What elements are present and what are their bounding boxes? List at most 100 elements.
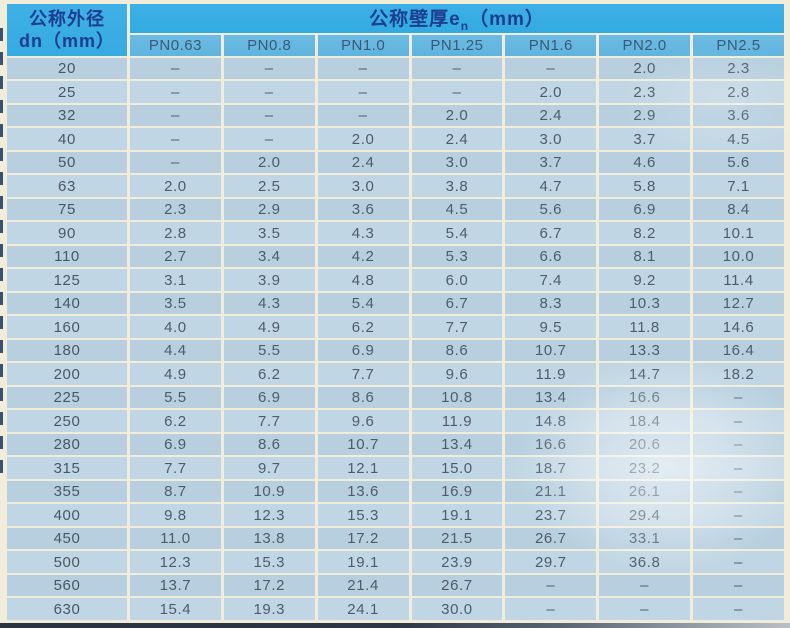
- dn-cell: 500: [7, 551, 127, 573]
- thickness-value-cell: 30.0: [411, 598, 503, 620]
- thickness-value-cell: 14.8: [505, 410, 597, 432]
- header-nominal-outer-diameter: 公称外径 dn（mm）: [7, 4, 127, 56]
- thickness-value-cell: 5.6: [693, 151, 784, 174]
- thickness-value-cell: 9.2: [599, 269, 691, 291]
- dn-cell: 110: [7, 245, 127, 268]
- thickness-value-cell: –: [317, 104, 409, 127]
- thickness-value-cell: 13.8: [223, 527, 315, 550]
- thickness-value-cell: 2.4: [411, 128, 503, 150]
- thickness-value-cell: 20.6: [599, 433, 691, 456]
- thickness-value-cell: 4.0: [130, 316, 221, 338]
- thickness-value-cell: 2.8: [693, 81, 784, 103]
- thickness-value-cell: 6.2: [223, 363, 315, 385]
- dn-cell: 250: [7, 410, 127, 432]
- thickness-value-cell: 6.2: [317, 316, 409, 338]
- thickness-value-cell: 17.2: [223, 574, 315, 597]
- wall-thickness-subscript: n: [460, 18, 470, 33]
- thickness-value-cell: 11.9: [505, 363, 597, 385]
- header-pn2-0: PN2.0: [599, 34, 691, 56]
- thickness-value-cell: 7.7: [130, 457, 221, 479]
- thickness-value-cell: 4.3: [223, 292, 315, 315]
- dn-cell: 75: [7, 198, 127, 221]
- thickness-value-cell: –: [223, 104, 315, 127]
- thickness-value-cell: 4.5: [693, 128, 784, 150]
- thickness-value-cell: 29.4: [599, 504, 691, 526]
- thickness-value-cell: 4.9: [130, 363, 221, 385]
- thickness-value-cell: 3.5: [223, 222, 315, 244]
- thickness-value-cell: 12.3: [130, 551, 221, 573]
- thickness-value-cell: 11.4: [693, 269, 784, 291]
- table-row: 630 15.4 19.3 24.1 30.0– – –: [7, 598, 784, 620]
- thickness-value-cell: 3.0: [505, 128, 597, 150]
- table-row: 20– – – – –2.0 2.3: [7, 57, 784, 80]
- thickness-value-cell: 33.1: [599, 527, 691, 550]
- dn-cell: 200: [7, 363, 127, 385]
- wall-thickness-unit: （mm）: [469, 9, 545, 30]
- dn-cell: 450: [7, 527, 127, 550]
- thickness-value-cell: 16.9: [411, 480, 503, 503]
- thickness-value-cell: 6.2: [130, 410, 221, 432]
- thickness-value-cell: 11.9: [411, 410, 503, 432]
- thickness-value-cell: 14.6: [693, 316, 784, 338]
- header-pn1-0: PN1.0: [317, 34, 409, 56]
- thickness-value-cell: –: [411, 81, 503, 103]
- thickness-value-cell: 9.5: [505, 316, 597, 338]
- thickness-value-cell: 6.7: [505, 222, 597, 244]
- thickness-value-cell: 2.3: [599, 81, 691, 103]
- thickness-value-cell: –: [317, 57, 409, 80]
- thickness-value-cell: 21.5: [411, 527, 503, 550]
- thickness-value-cell: 2.0: [130, 175, 221, 197]
- thickness-value-cell: 4.9: [223, 316, 315, 338]
- thickness-value-cell: 6.6: [505, 245, 597, 268]
- dn-cell: 280: [7, 433, 127, 456]
- thickness-value-cell: 6.7: [411, 292, 503, 315]
- thickness-value-cell: 10.7: [505, 339, 597, 362]
- thickness-value-cell: 3.0: [317, 175, 409, 197]
- table-row: 280 6.9 8.6 10.7 13.4 16.6 20.6–: [7, 433, 784, 456]
- thickness-value-cell: 4.2: [317, 245, 409, 268]
- thickness-value-cell: 9.6: [317, 410, 409, 432]
- thickness-value-cell: 10.0: [693, 245, 784, 268]
- thickness-value-cell: –: [505, 574, 597, 597]
- table-row: 355 8.7 10.9 13.6 16.9 21.1 26.1–: [7, 480, 784, 503]
- thickness-value-cell: 26.7: [411, 574, 503, 597]
- thickness-value-cell: 2.0: [317, 128, 409, 150]
- thickness-value-cell: 3.7: [599, 128, 691, 150]
- table-row: 500 12.3 15.3 19.1 23.9 29.7 36.8–: [7, 551, 784, 573]
- thickness-value-cell: 10.7: [317, 433, 409, 456]
- dn-cell: 225: [7, 386, 127, 409]
- thickness-value-cell: –: [130, 104, 221, 127]
- thickness-value-cell: 16.4: [693, 339, 784, 362]
- header-dn-line2: dn（mm）: [19, 30, 115, 51]
- dn-cell: 315: [7, 457, 127, 479]
- table-row: 560 13.7 17.2 21.4 26.7– – –: [7, 574, 784, 597]
- table-row: 180 4.4 5.5 6.9 8.6 10.7 13.3 16.4: [7, 339, 784, 362]
- dn-cell: 630: [7, 598, 127, 620]
- thickness-value-cell: 19.3: [223, 598, 315, 620]
- page-left-edge-marks: [0, 28, 3, 473]
- dn-cell: 25: [7, 81, 127, 103]
- thickness-value-cell: 10.8: [411, 386, 503, 409]
- thickness-value-cell: 2.7: [130, 245, 221, 268]
- thickness-value-cell: –: [693, 574, 784, 597]
- thickness-value-cell: 5.4: [411, 222, 503, 244]
- thickness-value-cell: 4.6: [599, 151, 691, 174]
- thickness-value-cell: 15.3: [317, 504, 409, 526]
- header-pn0-8: PN0.8: [223, 34, 315, 56]
- thickness-value-cell: 3.7: [505, 151, 597, 174]
- table-row: 40– –2.0 2.4 3.0 3.7 4.5: [7, 128, 784, 150]
- thickness-value-cell: 5.4: [317, 292, 409, 315]
- thickness-value-cell: 4.5: [411, 198, 503, 221]
- thickness-value-cell: 23.7: [505, 504, 597, 526]
- dn-cell: 355: [7, 480, 127, 503]
- thickness-value-cell: –: [505, 57, 597, 80]
- wall-thickness-label: 公称壁厚e: [369, 9, 461, 30]
- header-nominal-wall-thickness: 公称壁厚en（mm）: [130, 4, 784, 33]
- thickness-value-cell: 2.3: [130, 198, 221, 221]
- table-row: 63 2.0 2.5 3.0 3.8 4.7 5.8 7.1: [7, 175, 784, 197]
- thickness-value-cell: 2.4: [317, 151, 409, 174]
- thickness-value-cell: 17.2: [317, 527, 409, 550]
- table-row: 315 7.7 9.7 12.1 15.0 18.7 23.2–: [7, 457, 784, 479]
- thickness-value-cell: 12.7: [693, 292, 784, 315]
- header-dn-line1: 公称外径: [29, 8, 105, 29]
